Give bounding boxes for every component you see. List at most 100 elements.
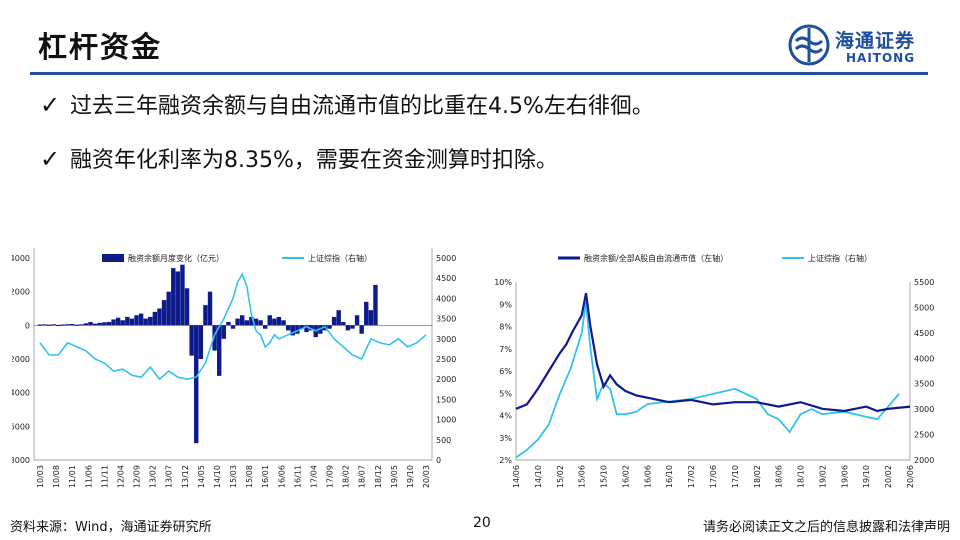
disclaimer: 请务必阅读正文之后的信息披露和法律声明 — [702, 520, 950, 535]
bar — [198, 325, 204, 359]
x-tick-label: 19/02 — [818, 465, 827, 488]
bar — [129, 318, 135, 326]
x-tick-label: 14/10 — [534, 465, 543, 488]
bar — [295, 325, 300, 334]
bar — [46, 324, 52, 326]
legend-label: 融资余额/全部A股自由流通市值（左轴） — [584, 253, 728, 263]
bar — [230, 325, 236, 329]
y-tick-label: 2% — [499, 456, 512, 465]
y2-tick-label: 2000 — [914, 456, 934, 465]
x-tick-label: 11/01 — [68, 465, 77, 488]
y-tick-label: 8% — [499, 323, 512, 332]
x-tick-label: 18/06 — [775, 465, 784, 488]
bar — [239, 315, 245, 326]
x-tick-label: 20/03 — [422, 465, 431, 488]
x-tick-label: 15/02 — [556, 465, 565, 488]
x-tick-label: 17/09 — [326, 465, 335, 488]
x-tick-label: 17/06 — [709, 465, 718, 488]
bar — [92, 323, 98, 326]
x-tick-label: 17/10 — [731, 465, 740, 488]
bar — [304, 325, 309, 333]
bullet-text: 过去三年融资余额与自由流通市值的比重在4.5%左右徘徊。 — [70, 94, 654, 119]
bar — [262, 325, 268, 329]
ratio-line — [515, 292, 911, 413]
page-number: 20 — [473, 515, 491, 531]
y-tick-label: 2000 — [12, 288, 30, 297]
x-tick-label: 18/02 — [753, 465, 762, 488]
bar — [106, 321, 112, 326]
y2-tick-label: 2000 — [436, 375, 456, 384]
x-tick-label: 13/07 — [165, 465, 174, 488]
logo-english-name: HAITONG — [846, 51, 916, 65]
bar — [267, 315, 272, 326]
page-title: 杠杆资金 — [38, 30, 163, 64]
bar — [327, 325, 332, 329]
bar — [60, 324, 66, 326]
x-tick-label: 18/02 — [342, 465, 351, 488]
y2-tick-label: 0 — [436, 456, 441, 465]
x-tick-label: 20/06 — [906, 465, 915, 488]
y-tick-label: 7% — [499, 345, 512, 354]
y-tick-label: 0 — [25, 321, 30, 330]
x-tick-label: 16/10 — [665, 465, 674, 488]
x-tick-label: 17/04 — [309, 465, 318, 488]
y-tick-label: 9% — [499, 300, 512, 309]
bar — [244, 320, 249, 326]
bar — [65, 324, 70, 326]
bar — [134, 315, 139, 326]
bar — [166, 291, 171, 326]
y2-tick-label: 1500 — [436, 395, 456, 404]
legend-label: 融资余额月度变化（亿元） — [128, 253, 224, 263]
bar — [83, 323, 89, 326]
bar — [336, 310, 341, 326]
logo-chinese-name: 海通证券 — [835, 30, 916, 52]
bar — [37, 324, 43, 326]
y-tick-label: 5% — [499, 389, 512, 398]
x-tick-label: 13/12 — [181, 465, 190, 488]
y-tick-label: 4000 — [12, 254, 30, 263]
y2-tick-label: 4000 — [436, 294, 456, 303]
bar — [212, 325, 217, 351]
x-tick-label: 14/06 — [512, 465, 521, 488]
bar — [235, 318, 240, 326]
x-tick-label: 13/02 — [149, 465, 158, 488]
x-tick-label: 18/07 — [358, 465, 367, 488]
bar — [258, 320, 263, 326]
haitong-logo: 海通证券 HAITONG — [788, 24, 938, 68]
index-line — [39, 272, 427, 381]
bar — [97, 322, 102, 326]
bullet-item: ✓ 过去三年融资余额与自由流通市值的比重在4.5%左右徘徊。 — [40, 88, 654, 120]
x-tick-label: 18/12 — [374, 465, 383, 488]
x-tick-label: 11/06 — [84, 465, 93, 488]
bar — [354, 315, 360, 326]
source-note: 资料来源：Wind，海通证券研究所 — [10, 520, 212, 535]
x-tick-label: 14/05 — [197, 465, 206, 488]
bar — [299, 325, 305, 329]
bar — [350, 325, 355, 329]
y2-tick-label: 2500 — [436, 355, 456, 364]
x-tick-label: 15/03 — [229, 465, 238, 488]
bar — [88, 321, 93, 326]
bar — [138, 313, 144, 326]
x-tick-label: 20/02 — [884, 465, 893, 488]
x-tick-label: 18/10 — [797, 465, 806, 488]
title-underline — [30, 72, 928, 75]
bar — [115, 317, 121, 326]
bar — [194, 325, 199, 444]
check-icon: ✓ — [40, 91, 61, 119]
bar — [184, 288, 190, 326]
bar — [51, 324, 56, 326]
bar — [203, 305, 208, 326]
bar — [281, 320, 286, 326]
chart-svg: 10% 9% 8% 7% 6% 5% 4% 3% 2% 5500 5000 4500 4000 3500… — [494, 253, 934, 488]
y-tick-label: 10% — [494, 278, 512, 287]
y2-tick-label: 4000 — [914, 354, 934, 363]
x-tick-label: 19/05 — [390, 465, 399, 488]
bar — [120, 320, 125, 326]
margin-ratio-chart: 10% 9% 8% 7% 6% 5% 4% 3% 2% 5500 5000 4500 4000 3500… — [486, 238, 946, 500]
legend-label: 上证综指（右轴） — [308, 253, 372, 263]
y2-tick-label: 3500 — [914, 380, 934, 389]
bar — [79, 324, 84, 326]
y2-tick-label: 500 — [436, 436, 451, 445]
